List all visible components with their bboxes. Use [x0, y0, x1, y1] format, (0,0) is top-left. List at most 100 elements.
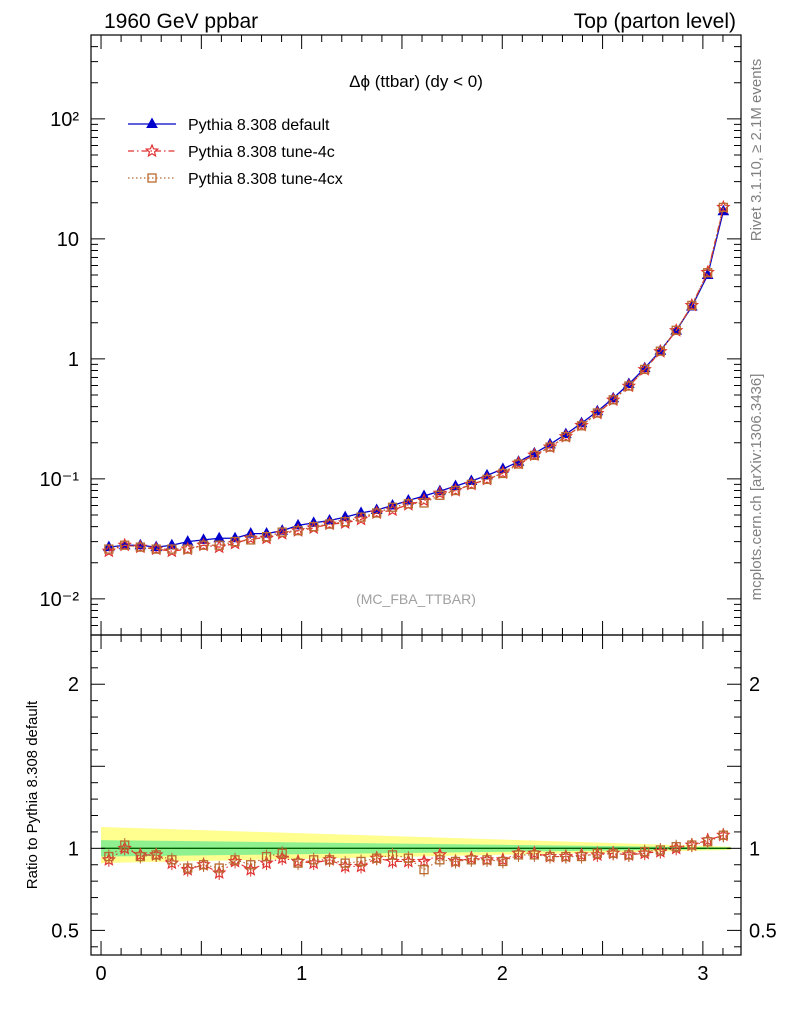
data-point	[419, 865, 429, 875]
data-point	[104, 544, 114, 554]
data-point	[146, 117, 158, 128]
data-point	[198, 540, 209, 550]
main-plot-title: Δϕ (ttbar) (dy < 0)	[349, 72, 483, 91]
data-point	[576, 851, 587, 862]
data-point	[340, 858, 350, 868]
data-point	[120, 540, 130, 550]
data-point	[561, 431, 571, 442]
data-point	[703, 837, 713, 847]
data-point	[214, 540, 224, 550]
data-point	[403, 499, 414, 509]
data-point	[246, 535, 256, 545]
x-tick-label: 3	[697, 963, 708, 985]
y-tick-label: 0.5	[51, 920, 79, 942]
data-point	[450, 856, 461, 867]
data-point	[419, 498, 429, 508]
data-point	[718, 830, 728, 840]
data-point	[135, 851, 146, 862]
header-right-label: Top (parton level)	[574, 10, 736, 33]
legend-label: Pythia 8.308 default	[188, 117, 330, 134]
analysis-watermark: (MC_FBA_TTBAR)	[356, 591, 476, 607]
data-point	[403, 853, 414, 863]
data-point	[340, 517, 350, 527]
ratio-plot: 0.5 0.5 1 1 2 2 0 1 2 3 Ratio to Pythia 8.308 de…	[24, 35, 777, 985]
data-point	[624, 850, 634, 860]
data-point	[198, 860, 209, 870]
data-point	[104, 851, 114, 862]
data-point	[246, 860, 256, 870]
legend-label: Pythia 8.308 tune-4c	[188, 144, 335, 161]
y-tick-label: 0.5	[749, 920, 777, 942]
data-point	[135, 542, 146, 552]
data-point	[372, 508, 382, 518]
data-point	[387, 502, 398, 512]
header-left-label: 1960 GeV ppbar	[104, 10, 258, 33]
data-point	[640, 364, 650, 375]
data-point	[293, 526, 303, 536]
data-point	[513, 459, 524, 469]
data-point	[498, 468, 508, 479]
data-point	[655, 845, 666, 855]
data-point	[324, 519, 335, 529]
data-point	[608, 848, 618, 858]
data-point	[529, 450, 540, 461]
series-line	[108, 207, 724, 552]
data-point	[277, 527, 287, 537]
y-tick-label: 2	[749, 674, 760, 696]
data-point	[545, 442, 555, 452]
data-point	[671, 842, 681, 852]
data-point	[167, 855, 177, 865]
data-point	[144, 143, 160, 158]
ratio-y-axis-title: Ratio to Pythia 8.308 default	[24, 700, 41, 889]
y-tick-label: 10⁻¹	[40, 469, 80, 491]
data-point	[183, 544, 193, 554]
data-point	[466, 479, 477, 490]
data-point	[293, 858, 303, 868]
data-point	[592, 408, 603, 418]
data-point	[167, 544, 177, 554]
data-point	[640, 846, 650, 857]
y-tick-label: 10²	[50, 109, 79, 131]
data-point	[591, 404, 604, 416]
data-point	[545, 851, 555, 862]
main-y-axis: 10⁻² 10⁻¹ 1 10 10²	[40, 34, 741, 636]
ratio-plot-frame	[90, 634, 742, 956]
data-point	[561, 851, 571, 862]
data-point	[592, 848, 603, 858]
data-point	[309, 521, 319, 532]
data-point	[435, 855, 445, 865]
data-point	[450, 485, 461, 496]
data-point	[482, 855, 492, 865]
data-point	[151, 850, 161, 860]
x-tick-label: 2	[497, 963, 508, 985]
data-point	[372, 853, 382, 863]
ratio-series-line	[108, 834, 724, 871]
y-tick-label: 1	[68, 349, 79, 371]
data-point	[356, 856, 366, 867]
data-point	[435, 490, 445, 500]
y-tick-label: 2	[68, 674, 79, 696]
rivet-version-label: Rivet 3.1.10, ≥ 2.1M events	[748, 59, 765, 242]
data-point	[718, 202, 728, 213]
data-point	[214, 863, 224, 873]
data-point	[261, 851, 272, 862]
y-tick-label: 1	[68, 838, 79, 860]
data-point	[434, 484, 446, 496]
data-point	[151, 544, 161, 554]
legend: Pythia 8.308 default Pythia 8.308 tune-4c…	[128, 117, 343, 188]
data-point	[513, 850, 524, 860]
data-point	[624, 381, 634, 391]
data-point	[687, 300, 697, 311]
ratio-y-axis: 0.5 0.5 1 1 2 2	[51, 634, 777, 948]
y-tick-label: 10⁻²	[40, 589, 80, 611]
ratio-uncertainty-band	[101, 827, 731, 864]
data-point	[356, 512, 366, 522]
main-series-layer	[101, 199, 731, 558]
data-point	[529, 850, 540, 860]
data-point	[703, 268, 713, 278]
data-point	[498, 856, 508, 867]
data-point	[655, 346, 666, 356]
data-point	[608, 395, 618, 405]
data-point	[387, 850, 398, 860]
data-point	[687, 840, 697, 850]
